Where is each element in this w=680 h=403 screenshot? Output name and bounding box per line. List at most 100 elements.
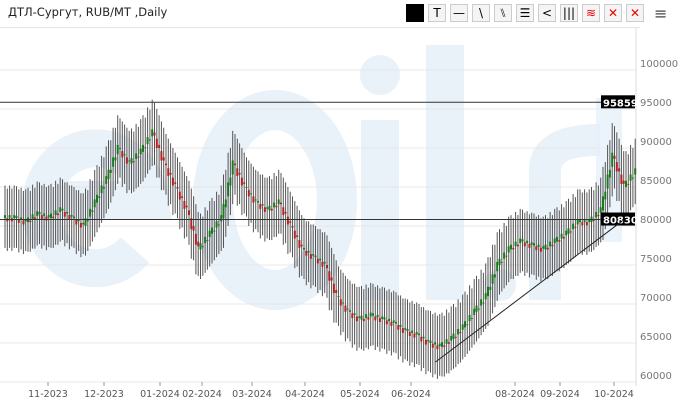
candle-body <box>178 191 181 200</box>
candle-body <box>236 168 239 177</box>
candle-body <box>597 215 600 217</box>
candle-body <box>466 324 469 326</box>
candle-body <box>441 342 443 347</box>
candle-body <box>75 219 78 225</box>
candle-body <box>415 332 418 335</box>
candle-body <box>114 157 117 161</box>
candle-body <box>293 230 296 239</box>
parallel-channel-tool-button[interactable]: ⑊ <box>494 4 512 22</box>
candle-body <box>79 222 82 228</box>
candle-body <box>549 241 552 247</box>
candle-body <box>266 207 269 209</box>
candle-body <box>224 199 227 208</box>
candle-body <box>579 218 581 223</box>
candle-body <box>344 305 347 312</box>
candle-body <box>52 216 55 219</box>
candle-body <box>491 274 494 284</box>
x-tick-label: 12-2023 <box>84 389 124 400</box>
candle-body <box>93 199 96 208</box>
candle-body <box>461 324 464 330</box>
candle-body <box>167 168 170 177</box>
color-swatch-button[interactable] <box>406 4 424 22</box>
candle-body <box>54 210 57 216</box>
candle-body <box>385 320 388 325</box>
candle-body <box>615 162 618 172</box>
candle-body <box>535 246 538 251</box>
candle-body <box>162 157 165 161</box>
candle-body <box>404 328 407 330</box>
candle-body <box>620 174 623 184</box>
watermark-letter-r <box>529 124 601 300</box>
candle-body <box>303 247 305 250</box>
candle-body <box>305 250 308 256</box>
text-tool-button[interactable]: T <box>428 4 446 22</box>
candle-body <box>401 328 404 333</box>
candle-body <box>567 228 570 234</box>
candle-body <box>429 340 432 343</box>
candle-body <box>503 252 506 259</box>
candle-body <box>213 230 216 232</box>
candle-body <box>38 211 41 215</box>
candle-body <box>383 317 386 320</box>
candle-body <box>43 213 46 216</box>
y-tick-label: 60000 <box>640 371 672 382</box>
x-tick-label: 01-2024 <box>140 389 180 400</box>
candle-body <box>56 213 59 216</box>
candle-body <box>562 236 565 239</box>
candle-body <box>89 208 92 217</box>
candle-body <box>91 210 94 212</box>
candle-body <box>581 222 584 226</box>
fibonacci-tool-button[interactable]: ☰ <box>516 4 534 22</box>
candle-body <box>100 185 103 194</box>
candle-body <box>125 157 128 164</box>
y-tick-label: 100000 <box>640 59 678 70</box>
candle-body <box>273 202 276 208</box>
candle-body <box>314 255 317 258</box>
candle-body <box>551 244 554 247</box>
candle-body <box>291 226 294 228</box>
candle-body <box>519 238 522 244</box>
candle-body <box>199 243 202 250</box>
candle-body <box>533 243 535 246</box>
candle-body <box>153 132 156 136</box>
vertical-lines-tool-button[interactable]: ||| <box>560 4 578 22</box>
candle-body <box>247 190 250 197</box>
delete-all-tool-button[interactable]: ✕ <box>626 4 644 22</box>
candle-body <box>171 177 174 186</box>
candle-body <box>227 182 230 197</box>
candle-body <box>487 286 489 297</box>
candle-body <box>539 247 542 252</box>
drawing-toolbar: T — \ ⑊ ☰ < ||| ≋ ✕ ✕ <box>406 4 644 22</box>
candle-body <box>261 204 264 206</box>
layers-tool-button[interactable]: ≋ <box>582 4 600 22</box>
candle-body <box>523 242 526 247</box>
candle-body <box>328 271 331 281</box>
hamburger-icon[interactable]: ≡ <box>654 4 668 23</box>
candle-body <box>169 172 172 175</box>
delete-tool-button[interactable]: ✕ <box>604 4 622 22</box>
candle-body <box>206 240 209 242</box>
candle-body <box>183 201 186 209</box>
candle-body <box>390 321 393 326</box>
candle-body <box>109 169 112 173</box>
candle-body <box>176 187 179 189</box>
candle-body <box>280 202 282 205</box>
fan-tool-button[interactable]: < <box>538 4 556 22</box>
candle-body <box>70 215 73 217</box>
divider <box>0 27 640 28</box>
trend-line-tool-button[interactable]: \ <box>472 4 490 22</box>
candle-body <box>250 193 253 195</box>
candle-body <box>450 335 453 341</box>
candle-body <box>208 230 211 237</box>
candle-body <box>194 233 197 245</box>
candle-body <box>66 211 69 214</box>
horizontal-line-tool-button[interactable]: — <box>450 4 468 22</box>
candle-body <box>96 194 98 203</box>
candle-body <box>132 161 135 163</box>
chart-title: ДТЛ-Сургут, RUB/MT ,Daily <box>8 5 168 19</box>
x-tick-label: 10-2024 <box>594 389 634 400</box>
candle-body <box>8 215 11 219</box>
y-tick-label: 75000 <box>640 254 672 265</box>
candle-body <box>142 144 144 152</box>
